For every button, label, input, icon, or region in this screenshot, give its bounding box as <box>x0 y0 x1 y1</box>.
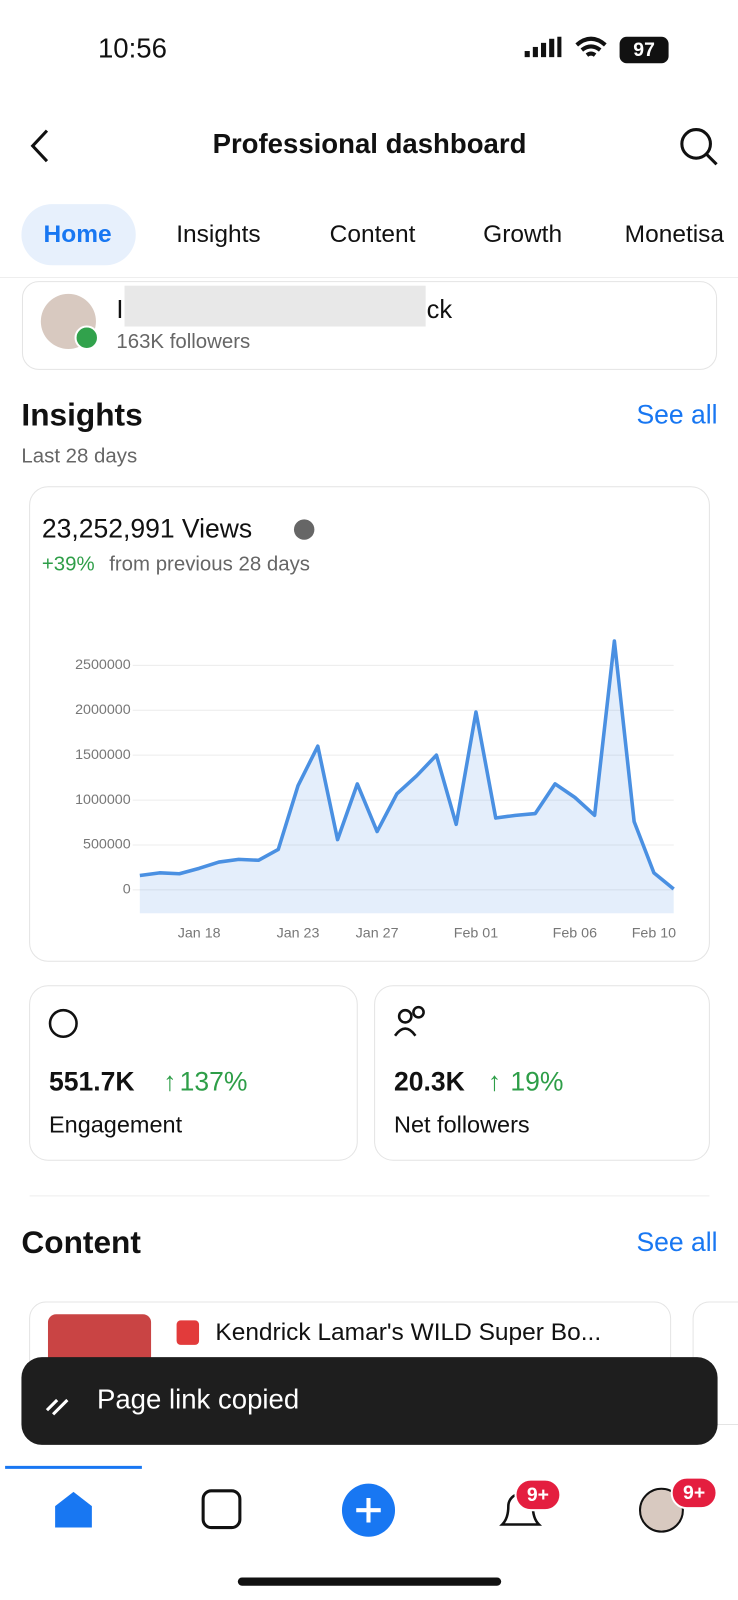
stat-card[interactable] <box>374 985 710 1161</box>
y-tick-label: 1000000 <box>75 792 131 808</box>
badge <box>514 1478 562 1512</box>
tab[interactable]: Home <box>44 221 112 248</box>
tab-active-bg <box>21 204 136 266</box>
engagement-icon <box>48 1008 78 1039</box>
chart-card <box>29 486 710 962</box>
toast-text: Page link copied <box>97 1383 299 1414</box>
info-icon[interactable] <box>293 519 315 540</box>
nav-insights[interactable] <box>201 1489 242 1530</box>
stat-value: 551.7K <box>49 1067 135 1097</box>
siren-icon <box>176 1320 200 1345</box>
plus-icon <box>356 1497 381 1523</box>
link-icon <box>45 1398 69 1416</box>
y-tick-label: 2000000 <box>75 702 131 718</box>
section-title: Content <box>21 1224 141 1260</box>
see-all[interactable]: See all <box>636 1227 717 1257</box>
views: 23,252,991 Views <box>42 514 252 544</box>
y-tick-label: 500000 <box>83 837 131 853</box>
line <box>139 639 675 891</box>
stat-arrow: ↑ <box>488 1067 501 1097</box>
back-button[interactable] <box>30 129 49 163</box>
wifi-icon <box>575 36 607 57</box>
x-tick-label: Jan 27 <box>356 925 399 941</box>
change: +39% <box>42 554 95 576</box>
stat-change: 137% <box>180 1067 248 1097</box>
section-title: Insights <box>21 397 142 433</box>
area-fill <box>139 641 674 914</box>
toast <box>21 1357 718 1445</box>
tab[interactable]: Insights <box>176 221 260 248</box>
y-tick-label: 2500000 <box>75 657 131 673</box>
x-tick-label: Feb 06 <box>553 925 597 941</box>
see-all[interactable]: See all <box>636 399 717 429</box>
badge <box>670 1476 718 1510</box>
chart: 0 500000 1000000 1500000 2000000 2500000 Jan 1… <box>75 639 676 941</box>
time: 10:56 <box>98 32 167 63</box>
content-title: Kendrick Lamar's WILD Super Bo... <box>215 1319 601 1346</box>
battery <box>619 36 669 64</box>
y-tick-label: 1500000 <box>75 747 131 763</box>
x-tick-label: Feb 10 <box>632 925 676 941</box>
home-indicator <box>237 1577 502 1586</box>
profile-name: I <box>116 296 123 324</box>
stat-label: Net followers <box>394 1112 530 1138</box>
x-tick-label: Feb 01 <box>454 925 498 941</box>
badge-text: 9+ <box>683 1482 705 1504</box>
battery-level: 97 <box>633 39 655 61</box>
tab[interactable]: Growth <box>483 221 562 248</box>
nav-home[interactable] <box>55 1491 92 1528</box>
tab[interactable]: Content <box>330 221 416 248</box>
verified-badge <box>74 325 100 350</box>
y-tick-label: 0 <box>123 882 131 898</box>
badge-text: 9+ <box>527 1484 549 1506</box>
stat-change: 19% <box>510 1067 563 1097</box>
header-title: Professional dashboard <box>213 128 527 159</box>
signal-icon <box>524 36 562 58</box>
followers: 163K followers <box>116 331 250 353</box>
stat-label: Engagement <box>49 1112 183 1138</box>
change-text: from previous 28 days <box>109 554 310 576</box>
stat-card[interactable] <box>29 985 358 1161</box>
redaction <box>124 285 426 327</box>
stat-value: 20.3K <box>394 1067 465 1097</box>
stat-arrow: ↑ <box>163 1067 176 1097</box>
period: Last 28 days <box>21 446 137 468</box>
tab[interactable]: Monetisa <box>625 221 725 248</box>
followers-icon <box>393 1005 425 1037</box>
search-button[interactable] <box>680 128 718 166</box>
x-tick-label: Jan 18 <box>178 925 221 941</box>
x-tick-label: Jan 23 <box>277 925 320 941</box>
profile-name: ck <box>427 296 453 324</box>
